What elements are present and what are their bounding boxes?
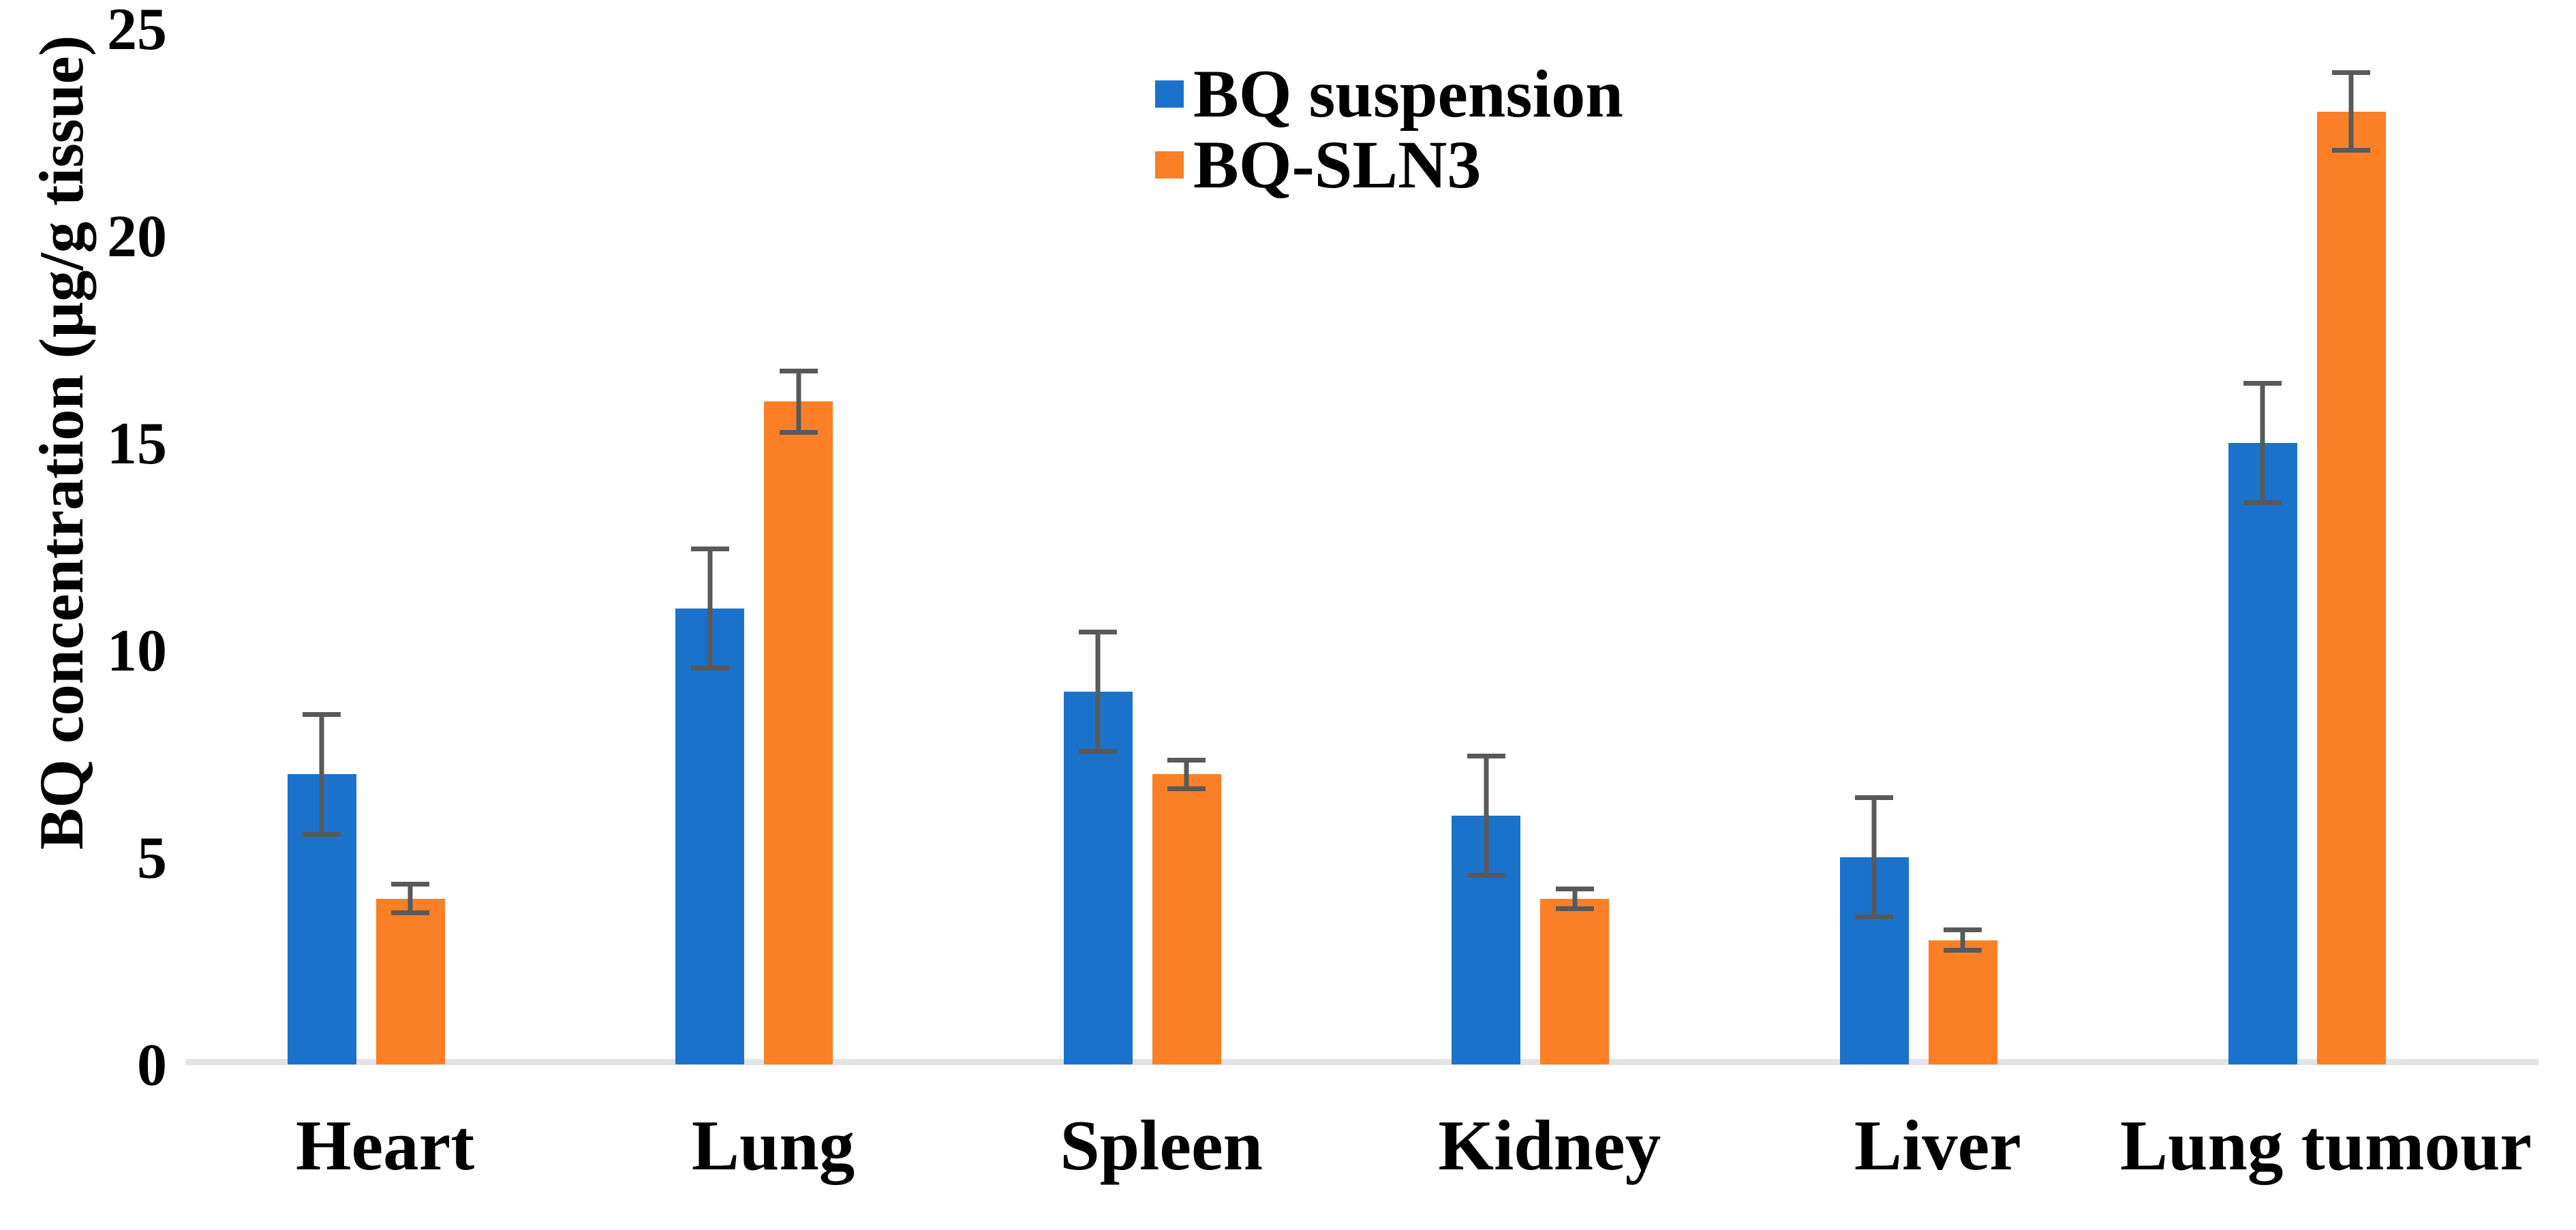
bar-bq-sln3-heart — [375, 898, 445, 1064]
bar-bq-suspension-lung-tumour — [2228, 443, 2297, 1064]
bar-bq-sln3-liver — [1928, 940, 1997, 1064]
error-whisker — [1871, 795, 1877, 920]
error-whisker — [1960, 927, 1965, 953]
y-tick-label-5: 5 — [137, 825, 167, 891]
error-bar-bq-suspension-kidney — [1452, 754, 1520, 878]
error-cap-bottom — [303, 831, 341, 837]
error-whisker — [1484, 754, 1489, 878]
error-whisker — [796, 368, 801, 435]
error-whisker — [408, 882, 413, 916]
error-cap-top — [1167, 758, 1206, 763]
error-bar-bq-sln3-lung — [764, 368, 833, 435]
error-cap-top — [1467, 754, 1505, 758]
error-whisker — [2260, 380, 2265, 506]
error-bar-bq-sln3-spleen — [1152, 758, 1221, 791]
error-bar-bq-sln3-lung-tumour — [2317, 70, 2386, 153]
x-tick-label-lung: Lung — [691, 1105, 855, 1185]
bar-bq-sln3-lung-tumour — [2316, 111, 2386, 1064]
x-tick-label-heart: Heart — [295, 1105, 475, 1185]
error-bar-bq-sln3-kidney — [1540, 886, 1609, 912]
legend: BQ suspension BQ-SLN3 — [1155, 60, 1623, 202]
error-bar-bq-suspension-liver — [1840, 795, 1909, 920]
error-cap-top — [1855, 795, 1894, 800]
y-tick-label-15: 15 — [107, 411, 167, 477]
error-cap-top — [391, 882, 429, 887]
error-cap-top — [779, 368, 818, 373]
bar-bq-sln3-kidney — [1540, 898, 1610, 1064]
error-cap-top — [2332, 70, 2370, 75]
bar-bq-suspension-spleen — [1063, 691, 1133, 1064]
error-cap-bottom — [1167, 786, 1206, 791]
bar-bq-sln3-lung — [764, 401, 833, 1064]
error-cap-bottom — [1555, 906, 1594, 912]
error-bar-bq-sln3-heart — [376, 882, 445, 916]
error-cap-top — [690, 547, 729, 551]
legend-item-bq-sln3: BQ-SLN3 — [1155, 131, 1623, 199]
y-tick-label-0: 0 — [137, 1032, 167, 1098]
x-tick-label-spleen: Spleen — [1060, 1105, 1263, 1185]
error-cap-bottom — [2332, 148, 2370, 153]
error-cap-top — [2243, 380, 2282, 386]
legend-label-bq-suspension: BQ suspension — [1193, 56, 1623, 132]
legend-swatch-bq-suspension-icon — [1155, 80, 1184, 108]
y-tick-label-20: 20 — [107, 204, 167, 270]
legend-label-bq-sln3: BQ-SLN3 — [1193, 127, 1482, 202]
legend-swatch-bq-sln3-icon — [1155, 151, 1184, 179]
error-cap-top — [303, 712, 341, 718]
x-tick-label-liver: Liver — [1854, 1105, 2021, 1185]
error-whisker — [1184, 758, 1189, 791]
error-cap-bottom — [391, 910, 429, 916]
bar-bq-sln3-spleen — [1152, 774, 1221, 1064]
error-whisker — [707, 547, 713, 671]
x-axis-line — [185, 1059, 2539, 1065]
error-whisker — [1572, 886, 1578, 912]
x-tick-label-kidney: Kidney — [1438, 1105, 1661, 1185]
error-whisker — [319, 712, 324, 837]
error-bar-bq-suspension-lung — [675, 547, 744, 671]
error-cap-bottom — [779, 429, 818, 435]
error-cap-top — [1079, 629, 1118, 634]
legend-item-bq-suspension: BQ suspension — [1155, 60, 1623, 128]
error-bar-bq-suspension-spleen — [1064, 629, 1133, 754]
error-bar-bq-suspension-lung-tumour — [2228, 380, 2297, 506]
error-cap-bottom — [1467, 873, 1505, 878]
error-cap-top — [1555, 886, 1594, 891]
error-cap-bottom — [1855, 914, 1894, 920]
x-tick-label-lung-tumour: Lung tumour — [2120, 1105, 2532, 1185]
error-whisker — [2348, 70, 2354, 153]
bar-bq-suspension-lung — [675, 609, 745, 1064]
error-bar-bq-suspension-heart — [288, 712, 356, 837]
y-tick-label-25: 25 — [107, 0, 167, 63]
error-cap-top — [1944, 927, 1982, 933]
error-bar-bq-sln3-liver — [1929, 927, 1997, 953]
error-cap-bottom — [1079, 748, 1118, 754]
error-cap-bottom — [1944, 947, 1982, 953]
y-tick-label-10: 10 — [107, 618, 167, 684]
error-whisker — [1095, 629, 1101, 754]
error-cap-bottom — [690, 666, 729, 671]
error-cap-bottom — [2243, 500, 2282, 506]
